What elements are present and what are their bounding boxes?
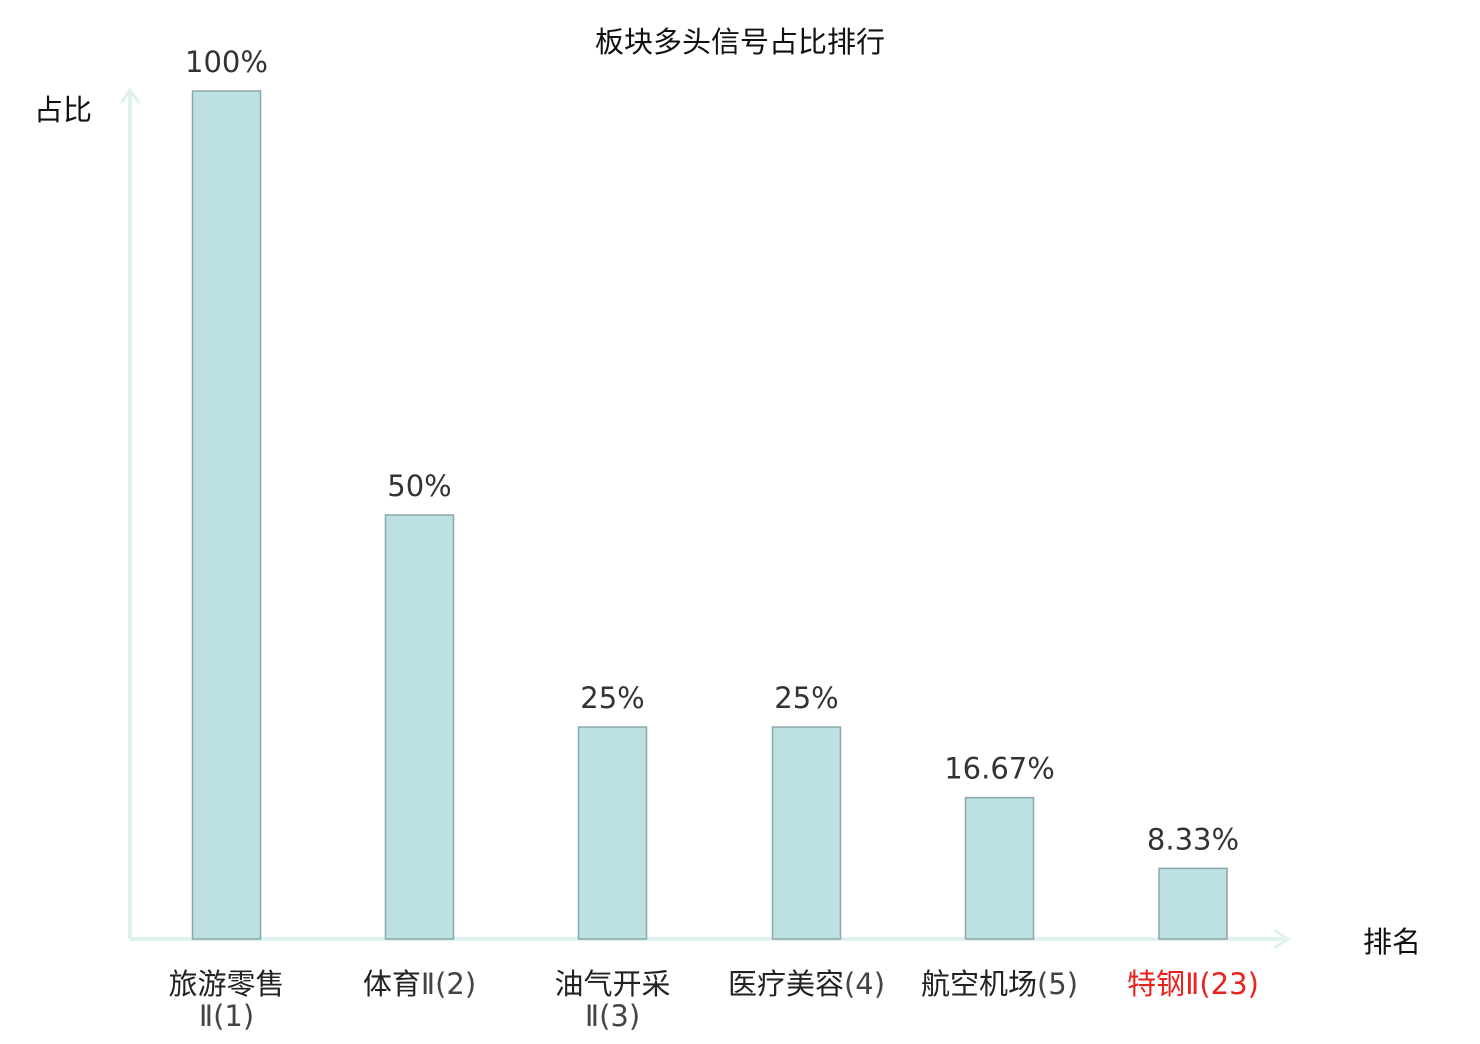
x-tick-label: 体育Ⅱ(2) <box>363 967 476 1001</box>
bar <box>191 90 262 940</box>
x-tick-label: 油气开采 Ⅱ(3) <box>554 967 670 1033</box>
x-tick-label: 医疗美容(4) <box>728 967 885 1001</box>
x-axis-arrow <box>1273 928 1291 950</box>
data-label: 25% <box>774 681 838 715</box>
x-axis-label: 排名 <box>1363 925 1421 959</box>
axes <box>119 87 1291 950</box>
data-label: 8.33% <box>1147 822 1239 856</box>
x-tick-labels-group: 旅游零售 Ⅱ(1) 体育Ⅱ(2) 油气开采 Ⅱ(3) 医疗美容(4) 航空机场(5) 特钢Ⅱ(… <box>168 967 1258 1033</box>
data-label: 100% <box>185 45 268 79</box>
bars-group <box>191 90 1228 940</box>
bar <box>384 514 455 940</box>
y-axis-arrow <box>119 87 141 104</box>
x-tick-label: 特钢Ⅱ(23) <box>1127 967 1259 1001</box>
data-label: 50% <box>387 469 451 503</box>
chart-title: 板块多头信号占比排行 <box>595 25 885 59</box>
value-labels-group: 100% 50% 25% 25% 16.67% 8.33% <box>185 45 1239 856</box>
bar <box>1158 867 1228 940</box>
data-label: 16.67% <box>944 752 1055 786</box>
y-axis-label: 占比 <box>34 93 92 127</box>
bar <box>964 796 1035 940</box>
data-label: 25% <box>580 681 644 715</box>
x-tick-label: 旅游零售 Ⅱ(1) <box>168 967 284 1033</box>
bar <box>577 726 648 940</box>
bar <box>771 726 842 940</box>
x-tick-label: 航空机场(5) <box>921 967 1078 1001</box>
